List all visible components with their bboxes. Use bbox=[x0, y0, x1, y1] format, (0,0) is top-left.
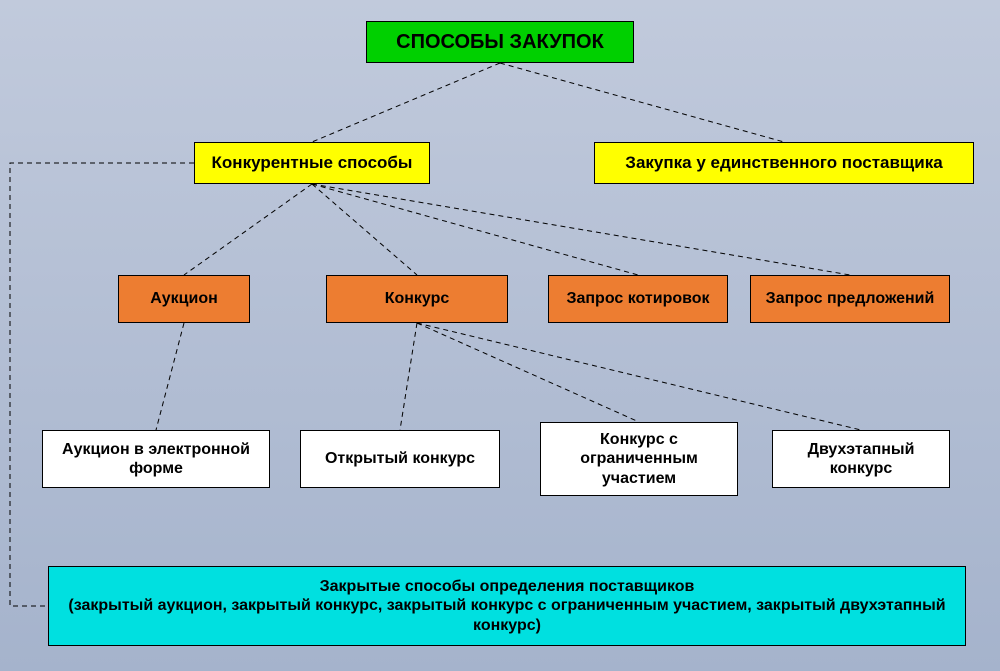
node-open_konkurs: Открытый конкурс bbox=[300, 430, 500, 488]
node-closed_methods: Закрытые способы определения поставщиков… bbox=[48, 566, 966, 646]
node-two_stage_konkurs: Двухэтапный конкурс bbox=[772, 430, 950, 488]
edge bbox=[400, 323, 417, 430]
node-label: СПОСОБЫ ЗАКУПОК bbox=[396, 30, 604, 54]
node-label: Конкурс bbox=[385, 289, 450, 308]
node-label: Закрытые способы определения поставщиков… bbox=[57, 577, 957, 635]
edge bbox=[312, 184, 638, 275]
node-label: Двухэтапный конкурс bbox=[781, 440, 941, 478]
edge bbox=[500, 63, 784, 142]
diagram-canvas: СПОСОБЫ ЗАКУПОК Конкурентные способы Закуп… bbox=[0, 0, 1000, 671]
node-auction: Аукцион bbox=[118, 275, 250, 323]
node-limited_konkurs: Конкурс с ограниченным участием bbox=[540, 422, 738, 496]
node-e_auction: Аукцион в электронной форме bbox=[42, 430, 270, 488]
edge bbox=[184, 184, 312, 275]
edge bbox=[312, 184, 417, 275]
node-label: Аукцион bbox=[150, 289, 218, 308]
node-single_supplier: Закупка у единственного поставщика bbox=[594, 142, 974, 184]
node-label: Запрос предложений bbox=[766, 289, 935, 308]
edge bbox=[156, 323, 184, 430]
node-label: Аукцион в электронной форме bbox=[51, 440, 261, 478]
node-request_proposals: Запрос предложений bbox=[750, 275, 950, 323]
node-label: Конкурс с ограниченным участием bbox=[549, 430, 729, 488]
node-konkurs: Конкурс bbox=[326, 275, 508, 323]
node-competitive: Конкурентные способы bbox=[194, 142, 430, 184]
edge bbox=[10, 163, 194, 606]
node-root: СПОСОБЫ ЗАКУПОК bbox=[366, 21, 634, 63]
edge bbox=[312, 184, 850, 275]
node-label: Запрос котировок bbox=[566, 289, 709, 308]
node-label: Открытый конкурс bbox=[325, 449, 475, 468]
edge bbox=[417, 323, 861, 430]
edge bbox=[312, 63, 500, 142]
edge bbox=[417, 323, 639, 422]
node-request_quotes: Запрос котировок bbox=[548, 275, 728, 323]
node-label: Закупка у единственного поставщика bbox=[625, 153, 942, 173]
node-label: Конкурентные способы bbox=[212, 153, 413, 173]
